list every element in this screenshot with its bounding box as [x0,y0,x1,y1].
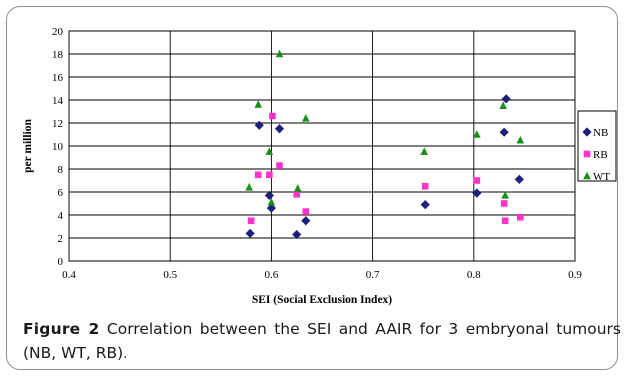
y-tick-label: 0 [58,256,64,268]
y-tick-label: 12 [52,118,63,130]
legend-box [577,110,617,182]
x-tick-label: 0.8 [467,269,481,281]
point-rb [276,162,283,169]
y-tick-labels: 0 2 4 6 8 10 12 14 16 18 20 [52,26,64,268]
point-wt [265,147,274,155]
point-wt [501,191,509,199]
point-nb [274,124,285,134]
point-rb [517,214,524,221]
scatter-chart: 0 2 4 6 8 10 12 14 16 18 20 0.4 0.5 0.6 0.7 0.8 0.9 per… [22,26,617,306]
legend: NB RB WT [577,110,617,183]
point-nb [472,188,482,198]
legend-label: NB [593,127,608,139]
legend-marker-rb [583,150,591,158]
point-wt [499,101,507,109]
y-tick-label: 10 [52,141,64,153]
point-rb [421,182,429,190]
point-wt [473,130,481,138]
x-tick-labels: 0.4 0.5 0.6 0.7 0.8 0.9 [62,269,582,281]
caption-text: Correlation between the SEI and AAIR for… [23,320,621,362]
figure-caption: Figure 2 Correlation between the SEI and… [23,317,621,367]
point-wt [245,183,253,191]
grid-lines [68,30,576,262]
point-rb [500,200,508,207]
x-axis-label: SEI (Social Exclusion Index) [252,294,392,306]
y-tick-label: 18 [52,49,64,61]
point-nb [254,120,264,130]
point-wt [302,114,310,122]
legend-marker-wt [583,171,591,180]
x-tick-label: 0.9 [568,269,582,281]
point-rb [501,217,509,225]
point-wt [267,197,276,206]
point-wt [275,49,284,58]
caption-end: . [123,347,128,362]
legend-label: WT [593,171,610,183]
series-wt [245,49,525,206]
point-rb [254,171,262,179]
y-tick-label: 2 [58,233,64,245]
point-nb [514,174,524,184]
point-wt [516,135,525,144]
y-tick-label: 4 [58,210,64,222]
y-tick-label: 8 [58,164,64,176]
point-nb [499,127,509,137]
point-rb [473,177,481,184]
point-nb [292,229,302,240]
point-wt [293,184,302,192]
y-tick-label: 14 [52,95,64,107]
point-nb [501,94,511,104]
point-nb [245,228,255,238]
point-rb [247,217,255,225]
x-tick-label: 0.6 [265,269,279,281]
point-nb [266,203,276,213]
point-nb [420,200,430,210]
y-axis-label: per million [22,119,34,173]
series-rb [247,112,524,225]
point-rb [266,171,273,179]
x-tick-label: 0.7 [366,269,380,281]
x-tick-label: 0.4 [62,269,76,281]
point-wt [254,100,263,108]
y-tick-label: 6 [58,187,64,199]
figure-frame: 0 2 4 6 8 10 12 14 16 18 20 0.4 0.5 0.6 0.7 0.8 0.9 per… [6,6,621,370]
legend-label: RB [593,149,608,161]
data-points [245,49,525,240]
figure-label: Figure 2 [23,320,100,338]
y-tick-label: 16 [52,72,64,84]
point-rb [302,208,310,215]
y-tick-label: 20 [52,26,64,38]
x-tick-label: 0.5 [163,269,177,281]
series-nb [245,94,524,240]
point-rb [293,191,300,198]
point-wt [420,147,429,155]
point-nb [264,190,274,201]
point-nb [301,216,311,226]
point-rb [269,112,276,120]
